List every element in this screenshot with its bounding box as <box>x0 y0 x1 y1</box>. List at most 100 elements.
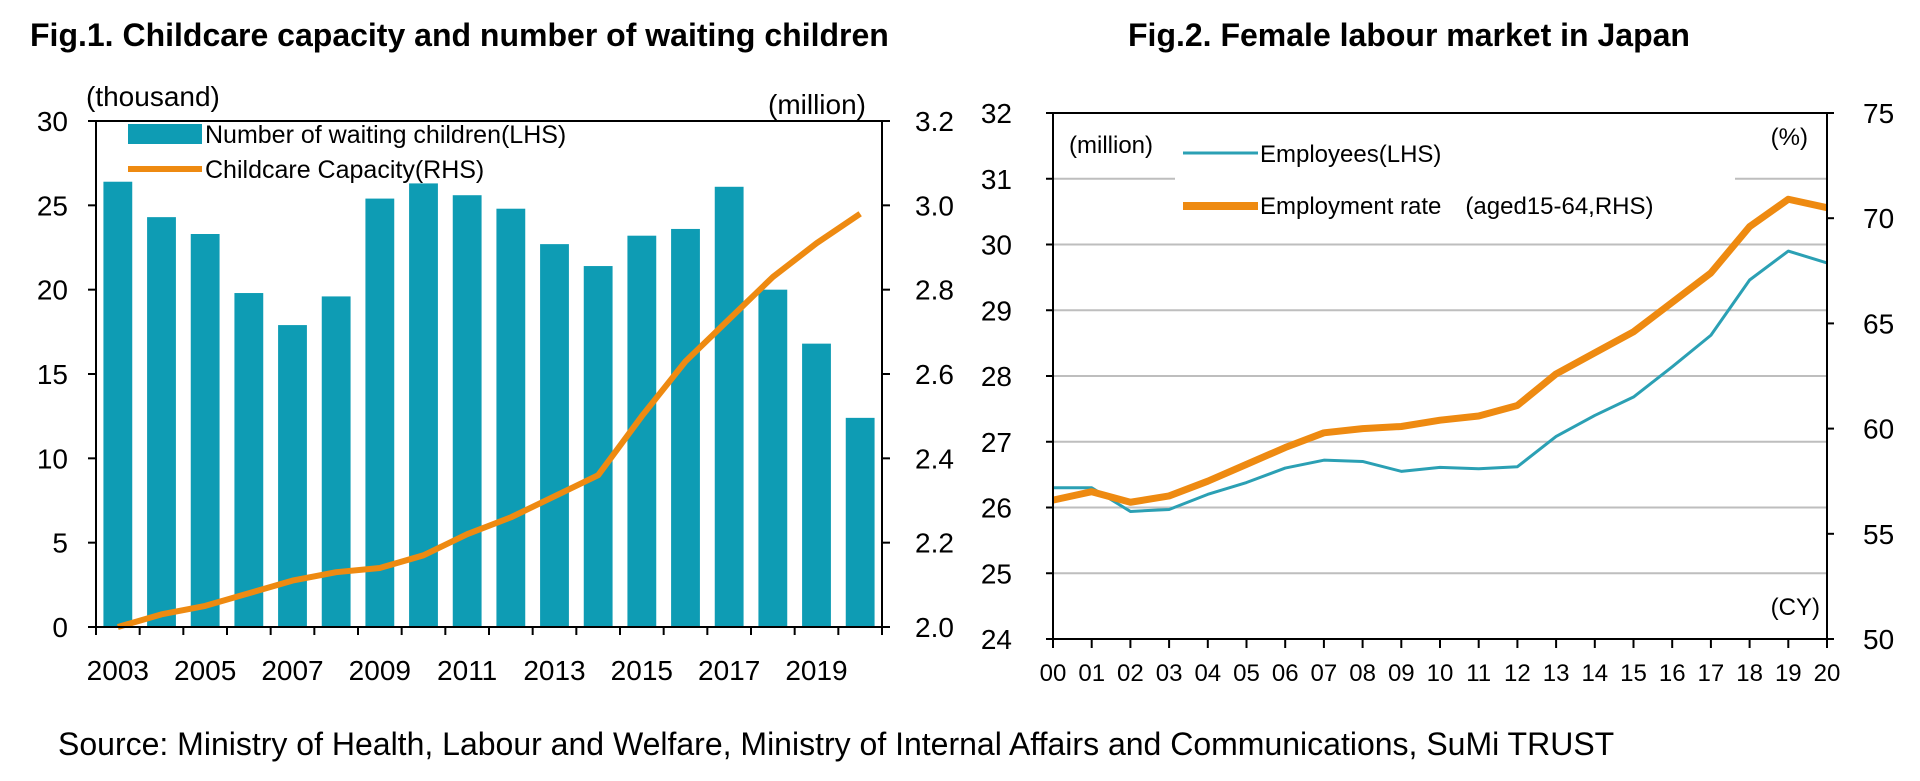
fig2-left-tick-label: 30 <box>981 230 1012 261</box>
fig2-left-tick-label: 25 <box>981 558 1012 589</box>
fig1-bar-2018 <box>758 289 788 627</box>
fig1-bars <box>103 181 875 628</box>
fig1-left-tick-label: 20 <box>37 275 68 306</box>
fig1-x-tick-label: 2011 <box>437 655 497 686</box>
fig1-bar-2016 <box>671 228 700 628</box>
fig2-x-tick-label: 17 <box>1698 660 1725 687</box>
fig2-x-tick-label: 13 <box>1543 660 1570 687</box>
fig2-x-unit-bg <box>1755 590 1823 624</box>
fig2-right-axis: 50 55 60 65 70 75 <box>1827 98 1894 655</box>
fig2-employees-line <box>1053 249 1828 513</box>
fig2-left-tick-label: 24 <box>981 624 1012 655</box>
fig1-bar-2011 <box>452 195 482 628</box>
fig2-x-axis: 00 01 02 03 04 05 06 07 08 09 10 11 12 13 14 15 16 17 18 19… <box>1040 639 1841 687</box>
fig1-x-tick-label: 2019 <box>785 655 847 686</box>
fig1-x-tick-label: 2005 <box>174 655 236 686</box>
fig1-left-tick-label: 5 <box>52 528 68 559</box>
fig1-left-tick-label: 25 <box>37 190 68 221</box>
fig2-employment-rate-line <box>1052 195 1828 506</box>
fig2-x-tick-label: 11 <box>1466 660 1491 687</box>
fig2: Fig.2. Female labour market in Japan 24 2… <box>981 17 1894 687</box>
fig2-right-unit: (%) <box>1771 124 1808 151</box>
fig1: Fig.1. Childcare capacity and number of … <box>30 17 954 686</box>
fig2-left-tick-label: 28 <box>981 361 1012 392</box>
fig1-bar-2014 <box>583 266 613 627</box>
fig2-x-tick-label: 12 <box>1504 660 1531 687</box>
fig2-x-tick-label: 04 <box>1194 660 1221 687</box>
fig2-x-tick-label: 00 <box>1040 660 1067 687</box>
fig1-legend-bar-label: Number of waiting children(LHS) <box>205 121 566 149</box>
fig1-bar-2004 <box>147 217 176 627</box>
source-note: Source: Ministry of Health, Labour and W… <box>58 726 1614 762</box>
fig1-left-axis: 0 5 10 15 20 25 30 <box>37 106 96 643</box>
fig1-right-unit: (million) <box>768 89 866 120</box>
fig2-x-tick-label: 10 <box>1427 660 1454 687</box>
fig1-bar-2019 <box>802 343 831 627</box>
fig1-capacity-line <box>116 211 862 630</box>
fig1-left-unit: (thousand) <box>86 81 220 112</box>
fig2-left-axis: 24 25 26 27 28 29 30 31 32 <box>981 98 1053 655</box>
fig2-x-tick-label: 09 <box>1388 660 1415 687</box>
fig1-bar-2008 <box>321 296 351 627</box>
fig1-x-tick-label: 2017 <box>698 655 760 686</box>
fig2-x-tick-label: 02 <box>1117 660 1144 687</box>
fig1-x-tick-label: 2013 <box>523 655 585 686</box>
fig2-x-tick-label: 01 <box>1078 660 1105 687</box>
fig2-x-tick-label: 05 <box>1233 660 1260 687</box>
fig1-bar-2009 <box>365 198 395 627</box>
fig2-x-tick-label: 08 <box>1349 660 1376 687</box>
fig1-left-tick-label: 10 <box>37 443 68 474</box>
fig2-title: Fig.2. Female labour market in Japan <box>1128 17 1690 53</box>
fig1-x-tick-label: 2015 <box>611 655 673 686</box>
fig1-x-axis: 2003 2005 2007 2009 2011 2013 2015 2017 2019 <box>87 627 883 686</box>
fig2-x-tick-label: 19 <box>1775 660 1802 687</box>
fig2-right-unit-bg <box>1745 118 1811 154</box>
fig2-x-tick-label: 14 <box>1581 660 1608 687</box>
fig2-right-tick-label: 55 <box>1863 519 1894 550</box>
fig2-left-unit: (million) <box>1069 132 1153 159</box>
fig1-bar-2006 <box>234 293 264 627</box>
fig2-right-tick-label: 70 <box>1863 203 1894 234</box>
fig2-gridlines <box>1053 177 1827 575</box>
fig1-x-tick-label: 2009 <box>349 655 411 686</box>
fig1-bar-2005 <box>190 234 220 628</box>
fig1-x-tick-label: 2003 <box>87 655 149 686</box>
fig1-right-tick-label: 2.2 <box>915 528 954 559</box>
fig2-left-tick-label: 31 <box>981 164 1012 195</box>
fig2-x-tick-label: 16 <box>1659 660 1686 687</box>
fig1-bar-2017 <box>714 186 744 627</box>
fig2-legend-bg <box>1175 138 1735 226</box>
fig1-bar-2003 <box>103 181 133 627</box>
fig2-x-tick-label: 03 <box>1156 660 1183 687</box>
fig2-left-tick-label: 27 <box>981 427 1012 458</box>
fig1-right-tick-label: 3.0 <box>915 190 954 221</box>
fig1-legend-bar-swatch <box>128 124 202 144</box>
fig2-x-tick-label: 06 <box>1272 660 1299 687</box>
fig2-right-tick-label: 50 <box>1863 624 1894 655</box>
fig1-right-tick-label: 2.8 <box>915 275 954 306</box>
fig1-bar-2020 <box>845 417 875 627</box>
fig2-x-tick-label: 20 <box>1814 660 1841 687</box>
fig2-x-unit: (CY) <box>1771 594 1820 621</box>
fig1-right-axis: 2.0 2.2 2.4 2.6 2.8 3.0 3.2 <box>882 106 954 643</box>
fig2-right-tick-label: 65 <box>1863 308 1894 339</box>
fig1-left-tick-label: 0 <box>52 612 68 643</box>
fig1-bar-2013 <box>540 244 569 628</box>
fig1-x-tick-label: 2007 <box>261 655 323 686</box>
fig1-legend-line-label: Childcare Capacity(RHS) <box>205 156 484 184</box>
fig2-x-tick-label: 15 <box>1620 660 1647 687</box>
fig1-left-tick-label: 15 <box>37 359 68 390</box>
fig2-right-tick-label: 60 <box>1863 414 1894 445</box>
fig2-right-tick-label: 75 <box>1863 98 1894 129</box>
fig2-x-tick-label: 18 <box>1736 660 1763 687</box>
fig2-left-tick-label: 26 <box>981 493 1012 524</box>
fig1-right-tick-label: 3.2 <box>915 106 954 137</box>
fig1-left-tick-label: 30 <box>37 106 68 137</box>
fig1-right-tick-label: 2.0 <box>915 612 954 643</box>
fig1-right-tick-label: 2.6 <box>915 359 954 390</box>
fig1-bar-2012 <box>496 208 526 627</box>
fig2-left-tick-label: 32 <box>981 98 1012 129</box>
fig2-left-unit-bg <box>1066 126 1176 158</box>
fig2-legend-rate-label: Employment rate (aged15-64,RHS) <box>1260 193 1654 220</box>
